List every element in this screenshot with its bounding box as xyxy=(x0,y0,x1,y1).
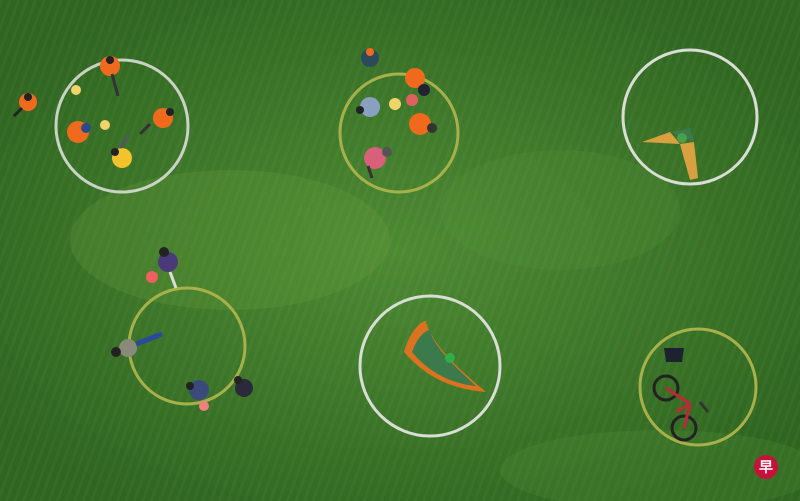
white-circle-bottom-center xyxy=(358,294,502,438)
white-circle-top-left xyxy=(54,58,190,194)
yellow-circle-bottom-right xyxy=(638,327,758,447)
person-group-top-left xyxy=(12,56,174,168)
person-group-bottom-left xyxy=(111,247,253,411)
peacock-kite-bottom-center xyxy=(404,320,486,392)
publisher-logo-watermark: 早 xyxy=(754,455,778,479)
white-circle-top-right xyxy=(621,48,759,186)
peacock-kite-top-right xyxy=(642,128,698,180)
yellow-circle-top-center xyxy=(338,72,460,194)
bicycle-bottom-right xyxy=(652,348,710,442)
person-group-top-center xyxy=(356,48,437,179)
